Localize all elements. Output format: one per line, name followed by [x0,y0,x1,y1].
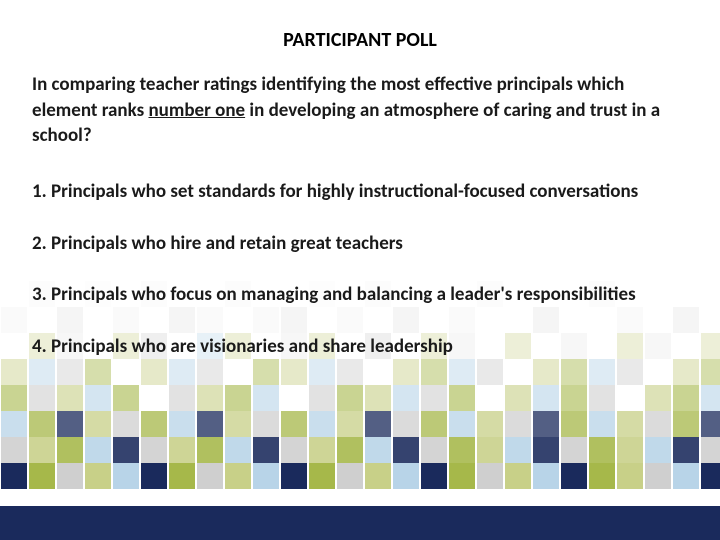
poll-title: PARTICIPANT POLL [32,28,688,52]
poll-option-2: 2. Principals who hire and retain great … [32,231,688,257]
footer-bar [0,506,720,540]
poll-option-4: 4. Principals who are visionaries and sh… [32,334,688,360]
poll-option-1: 1. Principals who set standards for high… [32,179,688,205]
slide: PARTICIPANT POLL In comparing teacher ra… [0,0,720,540]
question-underline: number one [148,99,245,122]
poll-question: In comparing teacher ratings identifying… [32,72,688,149]
background-mosaic [0,280,720,540]
poll-option-3: 3. Principals who focus on managing and … [32,282,688,308]
